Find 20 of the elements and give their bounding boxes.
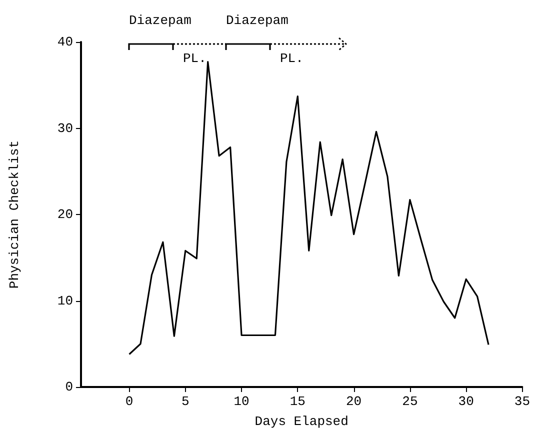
y-axis-title: Physician Checklist: [7, 140, 22, 289]
y-tick-label: 0: [65, 380, 73, 394]
x-tick-label: 20: [346, 394, 362, 409]
x-tick-label: 5: [182, 394, 190, 409]
x-tick-label: 25: [402, 394, 418, 409]
x-tick-label: 35: [514, 394, 530, 409]
y-tick-label: 20: [57, 207, 73, 222]
text: Diazepam: [129, 13, 192, 28]
x-tick-label: 10: [234, 394, 250, 409]
x-tick-label: 0: [125, 394, 134, 409]
y-tick-label: 10: [57, 293, 73, 308]
text: Diazepam: [226, 13, 289, 28]
x-tick-label: 15: [290, 394, 306, 409]
annotation: PL.: [280, 51, 304, 66]
y-tick-label: 40: [57, 34, 73, 50]
x-tick-label: 30: [458, 394, 474, 409]
x-axis-title: Days Elapsed: [254, 414, 348, 429]
y-tick-label: 30: [57, 120, 73, 136]
line-series: [128, 61, 490, 356]
annotation: PL.: [183, 51, 206, 66]
